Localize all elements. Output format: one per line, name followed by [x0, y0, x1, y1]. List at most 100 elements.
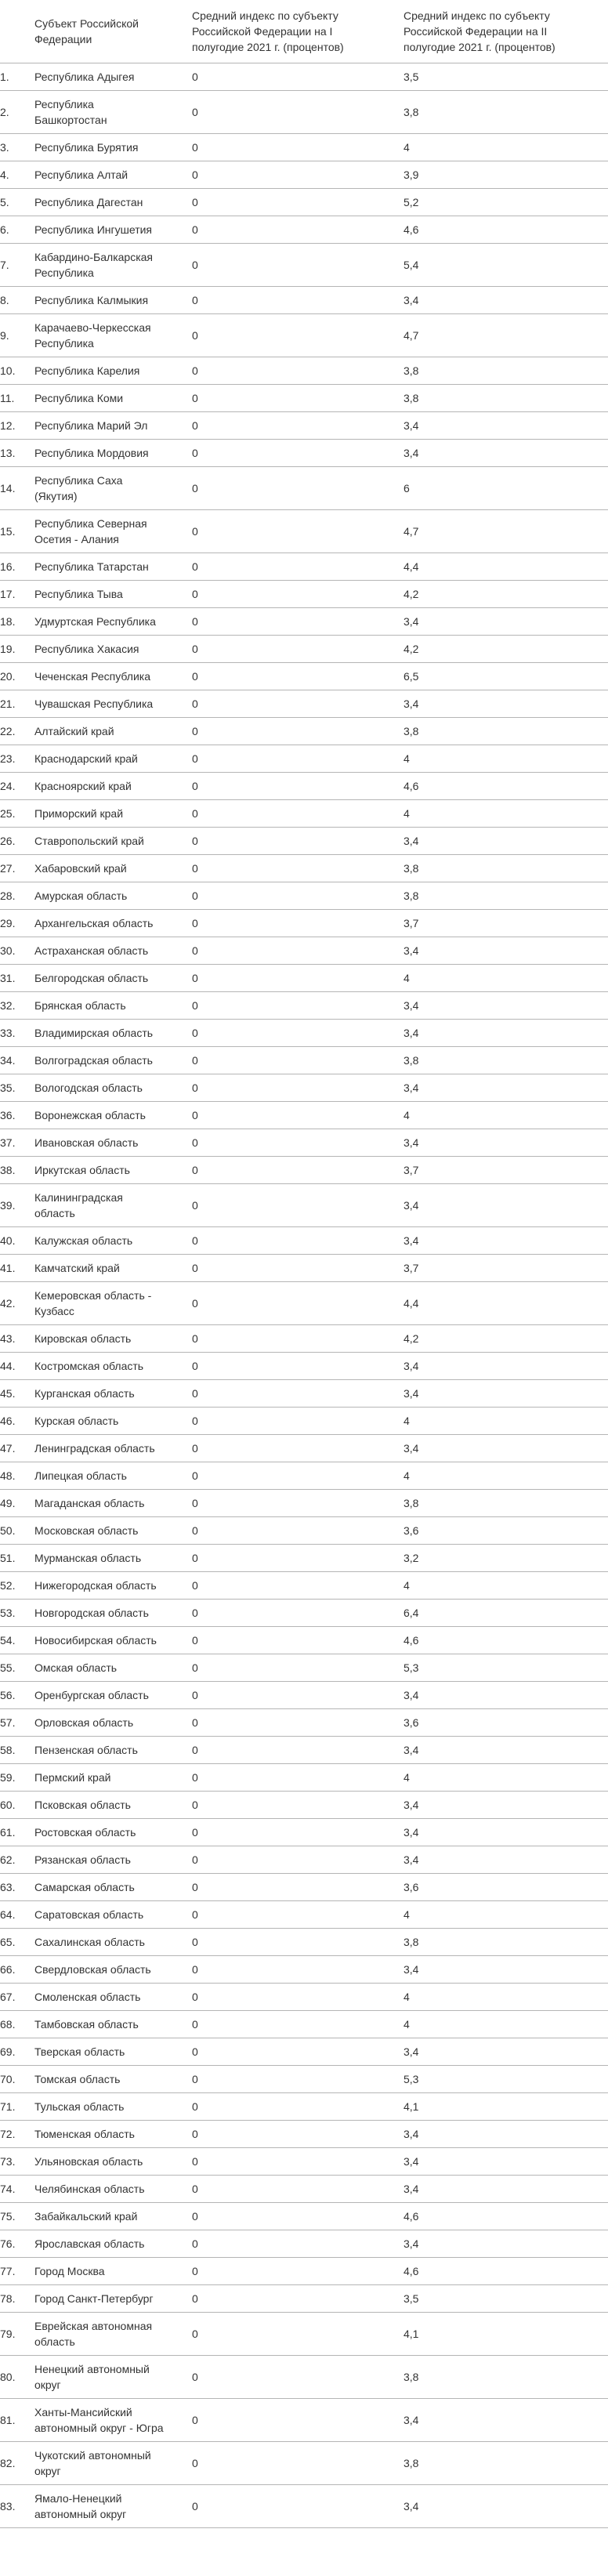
row-number-cell: 55.: [0, 1654, 34, 1682]
region-name-cell: Оренбургская область: [34, 1681, 192, 1709]
index-h1-cell: 0: [192, 854, 404, 882]
index-h2-cell: 3,7: [404, 909, 608, 937]
region-name-label: Брянская область: [34, 999, 126, 1012]
row-number-cell: 68.: [0, 2010, 34, 2038]
table-row: 7. Кабардино-Балкарская Республика 0 5,4: [0, 243, 608, 287]
index-h1-cell: 0: [192, 1983, 404, 2011]
index-h2-cell: 3,6: [404, 1708, 608, 1737]
index-h2-cell: 4: [404, 799, 608, 828]
row-number-cell: 2.: [0, 90, 34, 134]
index-h2-cell: 4,7: [404, 509, 608, 553]
index-h2-cell: 4: [404, 2010, 608, 2038]
index-h1-cell: 0: [192, 2010, 404, 2038]
table-row: 75. Забайкальский край 0 4,6: [0, 2202, 608, 2230]
table-row: 73. Ульяновская область 0 3,4: [0, 2147, 608, 2176]
index-h2-cell: 4,6: [404, 2257, 608, 2285]
row-number-cell: 71.: [0, 2092, 34, 2121]
row-number-cell: 73.: [0, 2147, 34, 2176]
row-number-cell: 69.: [0, 2038, 34, 2066]
row-number-cell: 11.: [0, 384, 34, 412]
row-number-cell: 63.: [0, 1873, 34, 1901]
index-h1-cell: 0: [192, 553, 404, 581]
table-row: 1. Республика Адыгея 0 3,5: [0, 63, 608, 91]
row-number-cell: 30.: [0, 937, 34, 965]
region-name-cell: Республика Марий Эл: [34, 411, 192, 440]
region-name-cell: Архангельская область: [34, 909, 192, 937]
region-name-label: Ярославская область: [34, 2237, 145, 2250]
index-h2-cell: 3,4: [404, 411, 608, 440]
region-name-cell: Республика Ингушетия: [34, 216, 192, 244]
row-number-cell: 45.: [0, 1379, 34, 1408]
table-row: 9. Карачаево-Черкесская Республика 0 4,7: [0, 313, 608, 357]
region-name-label: Томская область: [34, 2073, 121, 2085]
table-row: 17. Республика Тыва 0 4,2: [0, 580, 608, 608]
index-h1-cell: 0: [192, 216, 404, 244]
index-h2-cell: 3,4: [404, 937, 608, 965]
index-h2-cell: 3,4: [404, 1791, 608, 1819]
index-h2-cell: 3,4: [404, 439, 608, 467]
table-row: 23. Краснодарский край 0 4: [0, 745, 608, 773]
region-name-label: Владимирская область: [34, 1027, 154, 1039]
region-name-cell: Ростовская область: [34, 1818, 192, 1846]
region-name-cell: Мурманская область: [34, 1544, 192, 1572]
region-name-cell: Белгородская область: [34, 964, 192, 992]
region-name-label: Костромская область: [34, 1360, 144, 1372]
region-name-cell: Орловская область: [34, 1708, 192, 1737]
index-h1-cell: 0: [192, 133, 404, 161]
region-name-cell: Московская область: [34, 1516, 192, 1545]
index-h2-cell: 4,1: [404, 2312, 608, 2356]
index-h2-cell: 4: [404, 745, 608, 773]
row-number-cell: 62.: [0, 1846, 34, 1874]
region-name-cell: Сахалинская область: [34, 1928, 192, 1956]
index-h1-cell: 0: [192, 243, 404, 287]
index-h1-cell: 0: [192, 1928, 404, 1956]
region-name-cell: Тюменская область: [34, 2120, 192, 2148]
col-header-region: Субъект Российской Федерации: [34, 0, 192, 63]
row-number-cell: 34.: [0, 1046, 34, 1074]
index-h1-cell: 0: [192, 384, 404, 412]
table-row: 15. Республика Северная Осетия - Алания …: [0, 509, 608, 553]
row-number-cell: 29.: [0, 909, 34, 937]
row-number-cell: 82.: [0, 2441, 34, 2485]
region-name-label: Воронежская область: [34, 1109, 146, 1121]
row-number-cell: 83.: [0, 2484, 34, 2528]
index-h2-cell: 3,2: [404, 1544, 608, 1572]
index-h1-cell: 0: [192, 580, 404, 608]
row-number-cell: 16.: [0, 553, 34, 581]
region-name-cell: Ленинградская область: [34, 1434, 192, 1462]
region-name-label: Курская область: [34, 1415, 119, 1427]
index-h2-cell: 3,4: [404, 286, 608, 314]
index-h1-cell: 0: [192, 2230, 404, 2258]
region-name-label: Ставропольский край: [34, 835, 144, 847]
index-h2-cell: 3,4: [404, 1129, 608, 1157]
index-h2-cell: 3,8: [404, 2441, 608, 2485]
region-name-cell: Иркутская область: [34, 1156, 192, 1184]
table-row: 29. Архангельская область 0 3,7: [0, 909, 608, 937]
index-h2-cell: 3,4: [404, 1379, 608, 1408]
region-name-cell: Забайкальский край: [34, 2202, 192, 2230]
table-row: 27. Хабаровский край 0 3,8: [0, 854, 608, 882]
region-name-label: Кировская область: [34, 1332, 132, 1345]
table-row: 67. Смоленская область 0 4: [0, 1983, 608, 2011]
table-row: 68. Тамбовская область 0 4: [0, 2010, 608, 2038]
row-number-cell: 80.: [0, 2355, 34, 2399]
region-name-label: Еврейская автономная область: [34, 2320, 153, 2348]
index-h1-cell: 0: [192, 2484, 404, 2528]
row-number-cell: 24.: [0, 772, 34, 800]
table-row: 21. Чувашская Республика 0 3,4: [0, 690, 608, 718]
table-row: 79. Еврейская автономная область 0 4,1: [0, 2312, 608, 2356]
region-name-label: Республика Калмыкия: [34, 294, 149, 306]
region-name-cell: Краснодарский край: [34, 745, 192, 773]
index-h1-cell: 0: [192, 690, 404, 718]
row-number-cell: 31.: [0, 964, 34, 992]
region-name-cell: Курганская область: [34, 1379, 192, 1408]
region-name-cell: Томская область: [34, 2065, 192, 2093]
index-h1-cell: 0: [192, 2284, 404, 2313]
region-name-label: Республика Мордовия: [34, 447, 149, 459]
index-h1-cell: 0: [192, 635, 404, 663]
index-h1-cell: 0: [192, 1763, 404, 1792]
index-h1-cell: 0: [192, 1599, 404, 1627]
index-h1-cell: 0: [192, 1129, 404, 1157]
index-h2-cell: 4: [404, 1462, 608, 1490]
table-row: 45. Курганская область 0 3,4: [0, 1379, 608, 1408]
